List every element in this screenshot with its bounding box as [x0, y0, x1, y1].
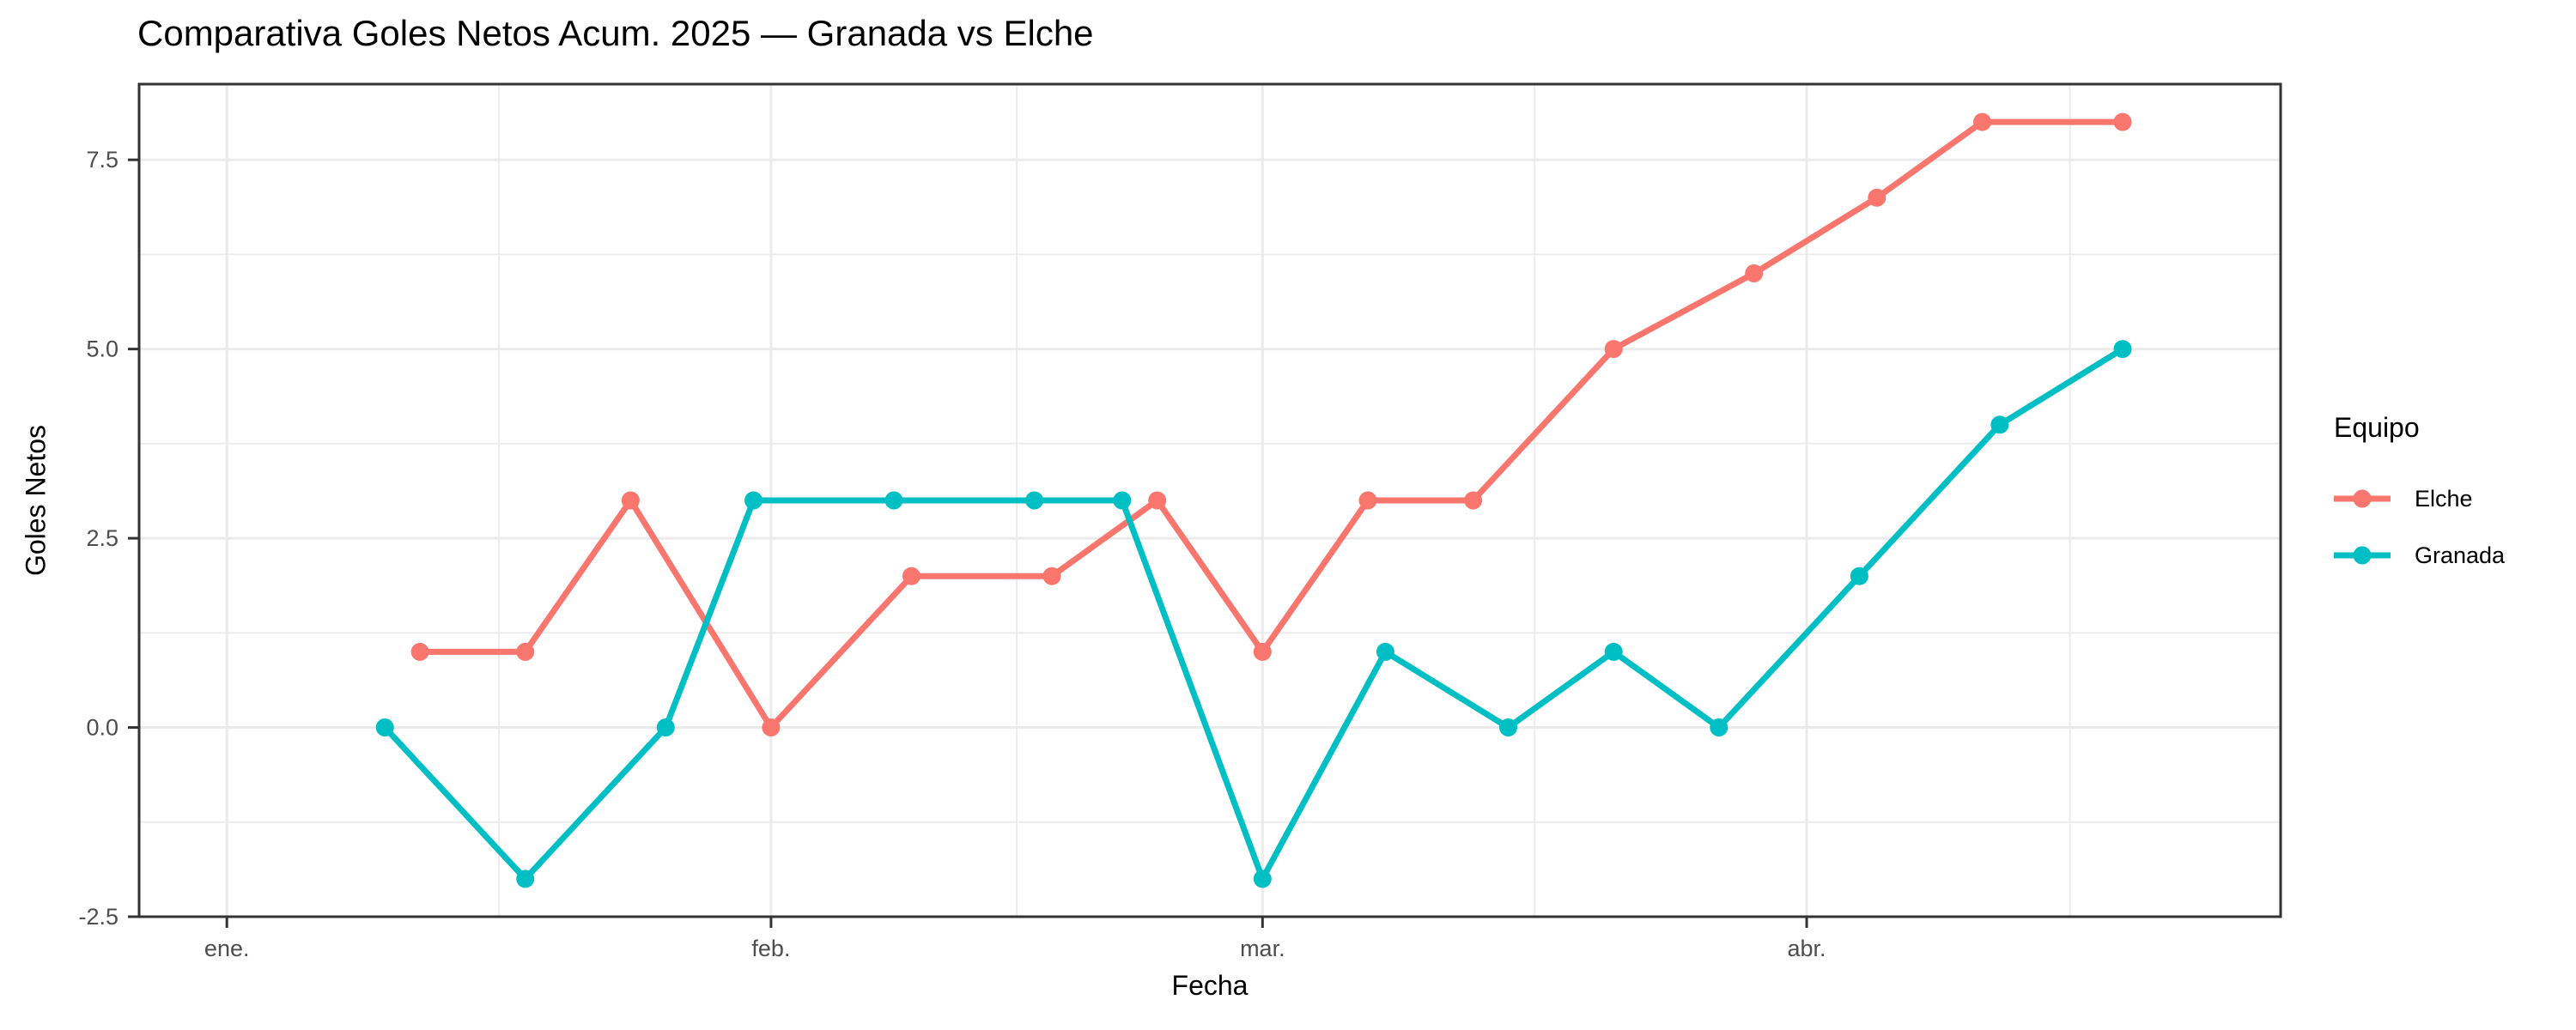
y-tick-label: 0.0	[86, 715, 118, 741]
y-tick-label: 2.5	[86, 525, 118, 551]
y-tick-label: -2.5	[78, 904, 118, 930]
series-line-elche	[420, 118, 2123, 730]
x-tick-label: mar.	[1240, 936, 1285, 961]
data-point-granada	[1113, 491, 1132, 510]
data-point-granada	[1253, 869, 1272, 888]
data-point-granada	[1376, 642, 1394, 661]
data-point-elche	[762, 718, 781, 736]
data-point-elche	[1604, 340, 1623, 359]
data-point-elche	[902, 566, 920, 585]
data-point-granada	[1990, 415, 2009, 434]
data-point-elche	[1042, 566, 1061, 585]
legend: Equipo Elche Granada	[2334, 410, 2505, 584]
chart-title: Comparativa Goles Netos Acum. 2025 — Gra…	[137, 13, 1094, 53]
x-tick-label: abr.	[1788, 936, 1826, 961]
data-point-elche	[1745, 264, 1764, 282]
x-axis-title: Fecha	[1171, 970, 1249, 1001]
data-point-granada	[2113, 340, 2132, 359]
data-point-granada	[375, 718, 394, 736]
series-line-granada	[382, 346, 2124, 882]
y-tick-label: 5.0	[86, 336, 118, 362]
data-point-granada	[744, 491, 762, 510]
x-tick-label: feb.	[751, 936, 790, 961]
y-tick-label: 7.5	[86, 147, 118, 173]
data-point-elche	[1973, 112, 1991, 131]
legend-item-granada: Granada	[2334, 527, 2505, 584]
legend-label-elche: Elche	[2415, 485, 2473, 512]
data-point-elche	[1464, 491, 1483, 510]
data-point-granada	[1850, 566, 1868, 585]
legend-items: Elche Granada	[2334, 470, 2505, 584]
data-point-elche	[1148, 491, 1167, 510]
data-point-granada	[1025, 491, 1044, 510]
data-point-granada	[1710, 718, 1728, 736]
data-point-elche	[410, 642, 429, 661]
data-point-elche	[2113, 112, 2132, 131]
data-point-granada	[656, 718, 675, 736]
x-tick-label: ene.	[204, 936, 250, 961]
data-point-elche	[1358, 491, 1377, 510]
data-point-granada	[884, 491, 903, 510]
legend-label-granada: Granada	[2415, 542, 2506, 568]
y-axis-title-text: Goles Netos	[20, 424, 52, 577]
data-point-elche	[516, 642, 535, 661]
data-point-elche	[1253, 642, 1272, 661]
data-point-elche	[621, 491, 640, 510]
panel-border	[137, 82, 2282, 918]
legend-key-icon	[2334, 546, 2391, 565]
data-point-elche	[1868, 188, 1886, 207]
legend-title: Equipo	[2334, 412, 2420, 443]
data-point-granada	[1499, 718, 1517, 736]
data-point-granada	[1604, 642, 1623, 661]
data-point-granada	[516, 869, 535, 888]
legend-item-elche: Elche	[2334, 470, 2505, 527]
legend-key-icon	[2334, 489, 2391, 508]
